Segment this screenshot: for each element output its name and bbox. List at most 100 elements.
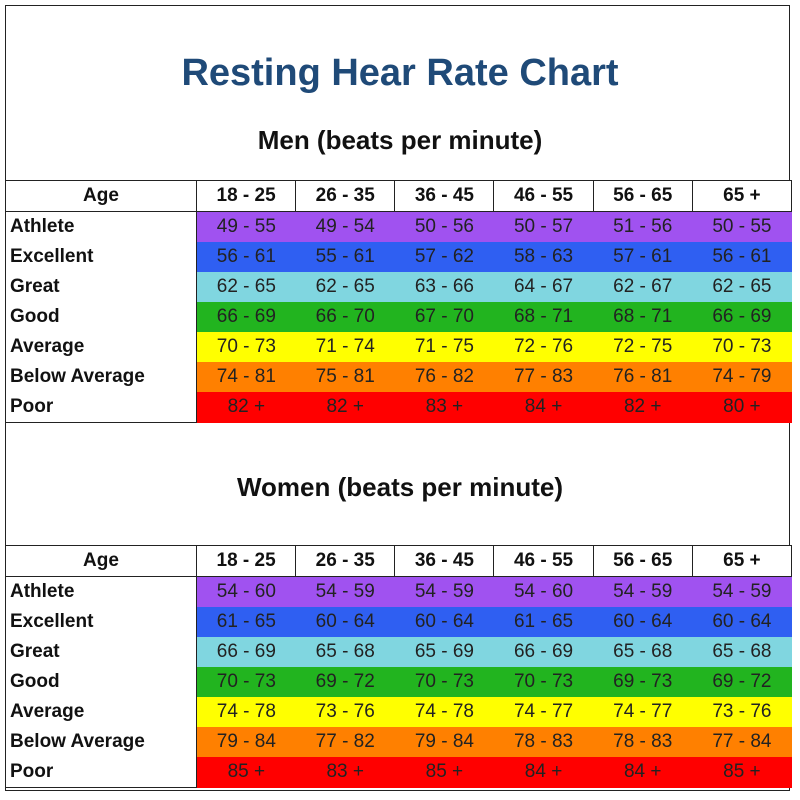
value-cell: 84 +	[493, 392, 594, 423]
value-cell: 54 - 59	[593, 576, 693, 607]
value-cell: 58 - 63	[493, 242, 594, 272]
value-cell: 73 - 76	[295, 697, 395, 727]
value-cell: 66 - 69	[196, 302, 296, 332]
value-cell: 84 +	[493, 757, 594, 788]
row-label: Excellent	[5, 242, 197, 272]
value-cell: 74 - 78	[196, 697, 296, 727]
value-cell: 65 - 69	[394, 637, 494, 667]
men-subtitle: Men (beats per minute)	[257, 125, 543, 155]
header-cell: 65 +	[691, 545, 793, 577]
value-cell: 70 - 73	[196, 667, 296, 697]
value-cell: 70 - 73	[493, 667, 594, 697]
value-cell: 57 - 61	[593, 242, 693, 272]
row-label: Good	[5, 302, 197, 332]
header-cell: 56 - 65	[592, 545, 693, 577]
header-cell: 36 - 45	[394, 180, 495, 212]
table-row: Below Average 74 - 81 75 - 81 76 - 82 77 - 8…	[5, 362, 792, 392]
value-cell: 66 - 69	[692, 302, 792, 332]
value-cell: 77 - 83	[493, 362, 594, 392]
value-cell: 54 - 59	[295, 576, 395, 607]
value-cell: 79 - 84	[394, 727, 494, 757]
women-table: Age 18 - 25 26 - 35 36 - 45 46 - 55 56 - 65 65…	[5, 545, 793, 788]
header-cell: Age	[5, 180, 197, 212]
table-row: Excellent 61 - 65 60 - 64 60 - 64 61 - 65 60 …	[5, 607, 792, 637]
men-table: Age 18 - 25 26 - 35 36 - 45 46 - 55 56 - 65 65…	[5, 180, 793, 423]
header-cell: 26 - 35	[295, 545, 396, 577]
value-cell: 84 +	[593, 757, 693, 788]
header-cell: 46 - 55	[493, 545, 594, 577]
page-title: Resting Hear Rate Chart	[181, 52, 619, 94]
value-cell: 51 - 56	[593, 211, 693, 242]
value-cell: 70 - 73	[394, 667, 494, 697]
value-cell: 63 - 66	[394, 272, 494, 302]
value-cell: 50 - 56	[394, 211, 494, 242]
value-cell: 57 - 62	[394, 242, 494, 272]
header-cell: 26 - 35	[295, 180, 396, 212]
value-cell: 69 - 72	[295, 667, 395, 697]
value-cell: 68 - 71	[493, 302, 594, 332]
value-cell: 55 - 61	[295, 242, 395, 272]
value-cell: 64 - 67	[493, 272, 594, 302]
row-label: Good	[5, 667, 197, 697]
value-cell: 60 - 64	[394, 607, 494, 637]
value-cell: 54 - 60	[493, 576, 594, 607]
row-label: Excellent	[5, 607, 197, 637]
value-cell: 69 - 72	[692, 667, 792, 697]
value-cell: 75 - 81	[295, 362, 395, 392]
value-cell: 54 - 59	[394, 576, 494, 607]
row-label: Poor	[5, 757, 197, 788]
value-cell: 74 - 79	[692, 362, 792, 392]
row-label: Below Average	[5, 362, 197, 392]
value-cell: 71 - 75	[394, 332, 494, 362]
value-cell: 66 - 69	[493, 637, 594, 667]
table-row: Poor 85 +83 +85 +84 +84 +85 +	[5, 757, 792, 788]
row-label: Athlete	[5, 211, 197, 242]
value-cell: 85 +	[692, 757, 792, 788]
value-cell: 72 - 76	[493, 332, 594, 362]
table-row: Athlete 49 - 55 49 - 54 50 - 56 50 - 57 51 - …	[5, 211, 792, 242]
table-row: Great 66 - 69 65 - 68 65 - 69 66 - 69 65 - 68…	[5, 637, 792, 667]
value-cell: 83 +	[295, 757, 395, 788]
table-row: Average 70 - 73 71 - 74 71 - 75 72 - 76 72 - …	[5, 332, 792, 362]
value-cell: 77 - 82	[295, 727, 395, 757]
table-row: Great 62 - 65 62 - 65 63 - 66 64 - 67 62 - 67…	[5, 272, 792, 302]
table-row: Athlete 54 - 60 54 - 59 54 - 59 54 - 60 54 - …	[5, 576, 792, 607]
header-cell: 18 - 25	[195, 180, 297, 212]
value-cell: 65 - 68	[295, 637, 395, 667]
value-cell: 61 - 65	[196, 607, 296, 637]
table-row: Below Average 79 - 84 77 - 82 79 - 84 78 - 8…	[5, 727, 792, 757]
value-cell: 85 +	[196, 757, 296, 788]
value-cell: 56 - 61	[692, 242, 792, 272]
value-cell: 60 - 64	[692, 607, 792, 637]
header-cell: 56 - 65	[592, 180, 693, 212]
value-cell: 76 - 81	[593, 362, 693, 392]
header-row: Age 18 - 25 26 - 35 36 - 45 46 - 55 56 - 65 65…	[5, 180, 793, 212]
header-cell: 65 +	[691, 180, 793, 212]
value-cell: 62 - 65	[692, 272, 792, 302]
value-cell: 61 - 65	[493, 607, 594, 637]
value-cell: 56 - 61	[196, 242, 296, 272]
value-cell: 74 - 77	[593, 697, 693, 727]
value-cell: 50 - 57	[493, 211, 594, 242]
row-label: Poor	[5, 392, 197, 423]
row-label: Below Average	[5, 727, 197, 757]
women-subtitle: Women (beats per minute)	[236, 472, 563, 502]
value-cell: 49 - 54	[295, 211, 395, 242]
value-cell: 54 - 59	[692, 576, 792, 607]
value-cell: 66 - 70	[295, 302, 395, 332]
value-cell: 85 +	[394, 757, 494, 788]
value-cell: 60 - 64	[295, 607, 395, 637]
value-cell: 54 - 60	[196, 576, 296, 607]
value-cell: 80 +	[692, 392, 792, 423]
value-cell: 49 - 55	[196, 211, 296, 242]
row-label: Great	[5, 637, 197, 667]
value-cell: 72 - 75	[593, 332, 693, 362]
header-cell: 46 - 55	[493, 180, 594, 212]
value-cell: 65 - 68	[593, 637, 693, 667]
row-label: Athlete	[5, 576, 197, 607]
value-cell: 79 - 84	[196, 727, 296, 757]
table-row: Good 70 - 73 69 - 72 70 - 73 70 - 73 69 - 73 6…	[5, 667, 792, 697]
value-cell: 69 - 73	[593, 667, 693, 697]
table-row: Average 74 - 78 73 - 76 74 - 78 74 - 77 74 - …	[5, 697, 792, 727]
value-cell: 65 - 68	[692, 637, 792, 667]
